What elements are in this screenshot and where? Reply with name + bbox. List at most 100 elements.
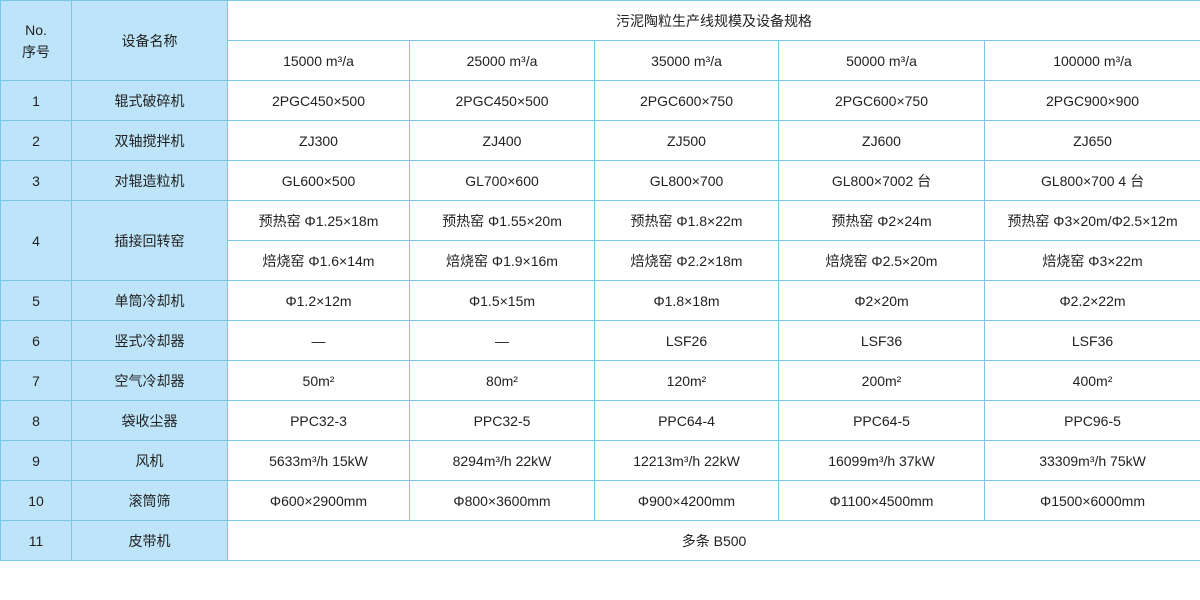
row-number: 10 bbox=[0, 480, 72, 521]
equipment-name: 插接回转窑 bbox=[71, 200, 228, 281]
row-number: 3 bbox=[0, 160, 72, 201]
spec-cell: 2PGC450×500 bbox=[227, 80, 410, 121]
equipment-name: 对辊造粒机 bbox=[71, 160, 228, 201]
spec-cell: ZJ400 bbox=[409, 120, 595, 161]
spec-cell: 预热窑 Φ1.25×18m bbox=[227, 200, 410, 241]
equipment-name: 滚筒筛 bbox=[71, 480, 228, 521]
header-capacity: 15000 m³/a bbox=[227, 40, 410, 81]
table-row: 6 竖式冷却器 — — LSF26 LSF36 LSF36 bbox=[0, 320, 1200, 361]
spec-cell: PPC64-4 bbox=[594, 400, 779, 441]
row-number: 11 bbox=[0, 520, 72, 561]
spec-cell: 12213m³/h 22kW bbox=[594, 440, 779, 481]
no-label: No. bbox=[25, 21, 47, 38]
spec-cell: — bbox=[409, 320, 595, 361]
equipment-name: 空气冷却器 bbox=[71, 360, 228, 401]
spec-cell: ZJ650 bbox=[983, 120, 1200, 161]
spec-cell: 33309m³/h 75kW bbox=[983, 440, 1200, 481]
spec-cell: 80m² bbox=[409, 360, 595, 401]
spec-cell: GL700×600 bbox=[409, 160, 595, 201]
spec-cell: Φ2×20m bbox=[778, 280, 985, 321]
spec-cell: 120m² bbox=[594, 360, 779, 401]
spec-cell: 焙烧窑 Φ2.5×20m bbox=[778, 240, 985, 281]
spec-cell: ZJ600 bbox=[778, 120, 985, 161]
header-capacity: 50000 m³/a bbox=[778, 40, 985, 81]
spec-cell: Φ1500×6000mm bbox=[983, 480, 1200, 521]
spec-cell: Φ1.8×18m bbox=[594, 280, 779, 321]
spec-cell: 2PGC600×750 bbox=[778, 80, 985, 121]
seq-label: 序号 bbox=[22, 43, 50, 60]
spec-cell: 2PGC900×900 bbox=[983, 80, 1200, 121]
table-row: 3 对辊造粒机 GL600×500 GL700×600 GL800×700 GL800×7… bbox=[0, 160, 1200, 201]
header-capacity: 100000 m³/a bbox=[983, 40, 1200, 81]
spec-cell: 16099m³/h 37kW bbox=[778, 440, 985, 481]
header-name: 设备名称 bbox=[71, 0, 228, 81]
spec-cell: Φ2.2×22m bbox=[983, 280, 1200, 321]
spec-cell: PPC32-5 bbox=[409, 400, 595, 441]
spec-cell: 焙烧窑 Φ2.2×18m bbox=[594, 240, 779, 281]
equipment-name: 风机 bbox=[71, 440, 228, 481]
row-number: 1 bbox=[0, 80, 72, 121]
row-number: 5 bbox=[0, 280, 72, 321]
spec-cell: 5633m³/h 15kW bbox=[227, 440, 410, 481]
row-number: 4 bbox=[0, 200, 72, 281]
spec-cell: PPC32-3 bbox=[227, 400, 410, 441]
header-capacity: 25000 m³/a bbox=[409, 40, 595, 81]
spec-cell: 2PGC450×500 bbox=[409, 80, 595, 121]
spec-cell: 预热窑 Φ1.8×22m bbox=[594, 200, 779, 241]
table-row: 1 辊式破碎机 2PGC450×500 2PGC450×500 2PGC600×750 2… bbox=[0, 80, 1200, 121]
equipment-name: 皮带机 bbox=[71, 520, 228, 561]
spec-cell: 预热窑 Φ1.55×20m bbox=[409, 200, 595, 241]
spec-cell: 8294m³/h 22kW bbox=[409, 440, 595, 481]
spec-cell: PPC96-5 bbox=[983, 400, 1200, 441]
spec-cell: GL600×500 bbox=[227, 160, 410, 201]
spec-cell: 400m² bbox=[983, 360, 1200, 401]
header-group-title: 污泥陶粒生产线规模及设备规格 bbox=[226, 0, 1200, 41]
spec-cell: 焙烧窑 Φ3×22m bbox=[983, 240, 1200, 281]
spec-cell: LSF36 bbox=[778, 320, 985, 361]
spec-cell: LSF26 bbox=[594, 320, 779, 361]
equipment-name: 单筒冷却机 bbox=[71, 280, 228, 321]
spec-cell: 焙烧窑 Φ1.9×16m bbox=[409, 240, 595, 281]
table-row: 9 风机 5633m³/h 15kW 8294m³/h 22kW 12213m³/h 2… bbox=[0, 440, 1200, 481]
table-row: 11 皮带机 多条 B500 bbox=[0, 520, 1200, 561]
row-number: 6 bbox=[0, 320, 72, 361]
row-number: 8 bbox=[0, 400, 72, 441]
equipment-name: 辊式破碎机 bbox=[71, 80, 228, 121]
row-number: 7 bbox=[0, 360, 72, 401]
spec-cell: 50m² bbox=[227, 360, 410, 401]
equipment-spec-table: No. 序号 设备名称 污泥陶粒生产线规模及设备规格 15000 m³/a 2500… bbox=[0, 0, 1200, 561]
spec-cell: Φ1.5×15m bbox=[409, 280, 595, 321]
spec-cell: 200m² bbox=[778, 360, 985, 401]
table-row: 5 单筒冷却机 Φ1.2×12m Φ1.5×15m Φ1.8×18m Φ2×20m Φ2.2… bbox=[0, 280, 1200, 321]
spec-cell: 预热窑 Φ3×20m/Φ2.5×12m bbox=[983, 200, 1200, 241]
header-no: No. 序号 bbox=[0, 0, 72, 81]
spec-cell: 焙烧窑 Φ1.6×14m bbox=[227, 240, 410, 281]
spec-cell-merged: 多条 B500 bbox=[226, 520, 1200, 561]
spec-cell: ZJ500 bbox=[594, 120, 779, 161]
spec-cell: LSF36 bbox=[983, 320, 1200, 361]
spec-cell: Φ800×3600mm bbox=[409, 480, 595, 521]
table-row: 7 空气冷却器 50m² 80m² 120m² 200m² 400m² bbox=[0, 360, 1200, 401]
spec-cell: 2PGC600×750 bbox=[594, 80, 779, 121]
equipment-name: 竖式冷却器 bbox=[71, 320, 228, 361]
table-row: 焙烧窑 Φ1.6×14m 焙烧窑 Φ1.9×16m 焙烧窑 Φ2.2×18m 焙烧窑 … bbox=[1, 240, 1200, 281]
spec-cell: GL800×7002 台 bbox=[778, 160, 985, 201]
equipment-name: 双轴搅拌机 bbox=[71, 120, 228, 161]
spec-cell: GL800×700 4 台 bbox=[983, 160, 1200, 201]
spec-cell: Φ900×4200mm bbox=[594, 480, 779, 521]
spec-cell: Φ600×2900mm bbox=[227, 480, 410, 521]
table-row: 10 滚筒筛 Φ600×2900mm Φ800×3600mm Φ900×4200mm Φ1… bbox=[0, 480, 1200, 521]
row-number: 2 bbox=[0, 120, 72, 161]
spec-cell: GL800×700 bbox=[594, 160, 779, 201]
spec-cell: Φ1.2×12m bbox=[227, 280, 410, 321]
table-row: 8 袋收尘器 PPC32-3 PPC32-5 PPC64-4 PPC64-5 PPC96-5 bbox=[0, 400, 1200, 441]
spec-cell: 预热窑 Φ2×24m bbox=[778, 200, 985, 241]
header-capacity: 35000 m³/a bbox=[594, 40, 779, 81]
row-number: 9 bbox=[0, 440, 72, 481]
spec-cell: Φ1100×4500mm bbox=[778, 480, 985, 521]
equipment-name: 袋收尘器 bbox=[71, 400, 228, 441]
table-row: 4 插接回转窑 预热窑 Φ1.25×18m 预热窑 Φ1.55×20m 预热窑 Φ1.8… bbox=[0, 200, 1200, 281]
spec-cell: — bbox=[227, 320, 410, 361]
spec-cell: PPC64-5 bbox=[778, 400, 985, 441]
table-row: 2 双轴搅拌机 ZJ300 ZJ400 ZJ500 ZJ600 ZJ650 bbox=[0, 120, 1200, 161]
